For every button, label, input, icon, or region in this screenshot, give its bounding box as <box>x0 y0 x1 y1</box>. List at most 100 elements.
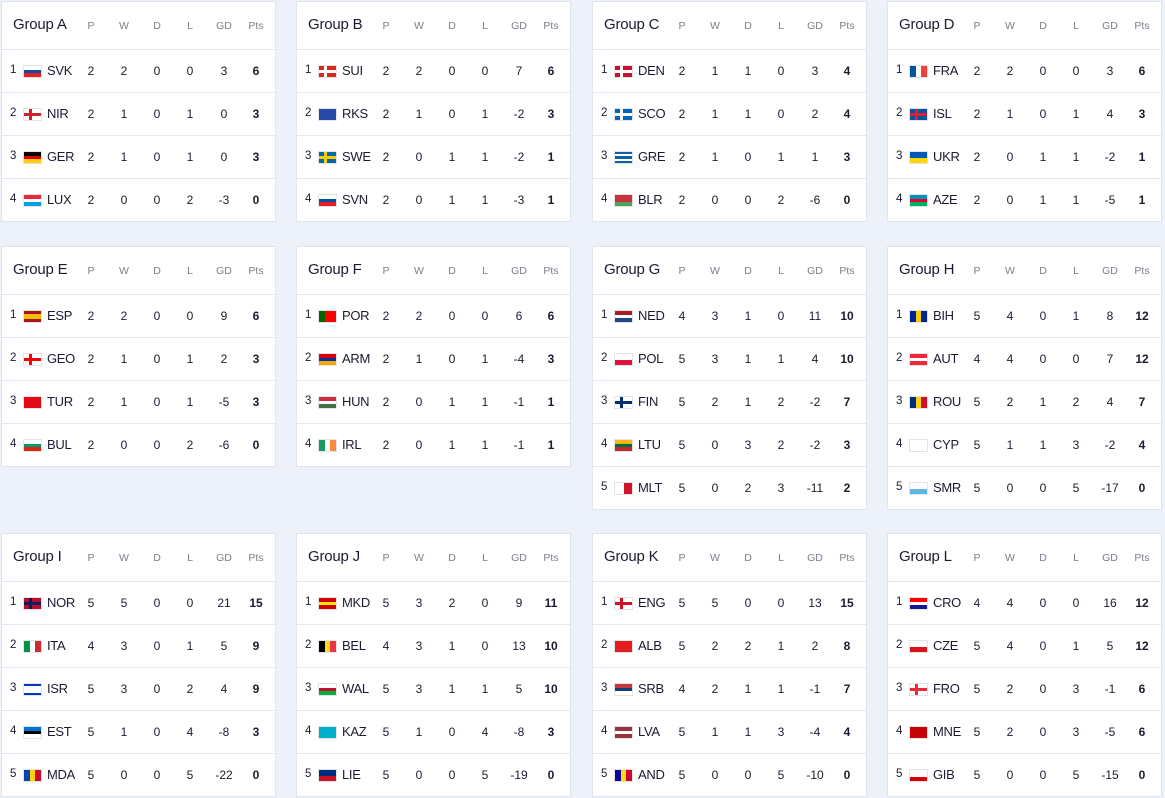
table-row[interactable]: 3 TUR 2 1 0 1 -5 3 <box>2 381 275 424</box>
team-code[interactable]: GER <box>47 149 75 164</box>
table-row[interactable]: 1 DEN 2 1 1 0 3 4 <box>593 50 866 93</box>
table-row[interactable]: 2 BEL 4 3 1 0 13 10 <box>297 625 570 668</box>
team-code[interactable]: HUN <box>342 394 370 409</box>
table-row[interactable]: 3 FRO 5 2 0 3 -1 6 <box>888 668 1161 711</box>
table-row[interactable]: 2 GEO 2 1 0 1 2 3 <box>2 338 275 381</box>
table-row[interactable]: 1 ESP 2 2 0 0 9 6 <box>2 295 275 338</box>
team-code[interactable]: NIR <box>47 106 69 121</box>
team-code[interactable]: MKD <box>342 595 370 610</box>
table-row[interactable]: 5 SMR 5 0 0 5 -17 0 <box>888 467 1161 509</box>
team-code[interactable]: ISR <box>47 681 68 696</box>
team-code[interactable]: ISL <box>933 106 952 121</box>
table-row[interactable]: 4 KAZ 5 1 0 4 -8 3 <box>297 711 570 754</box>
team-code[interactable]: ARM <box>342 351 370 366</box>
table-row[interactable]: 3 ISR 5 3 0 2 4 9 <box>2 668 275 711</box>
team-code[interactable]: CRO <box>933 595 961 610</box>
team-code[interactable]: ROU <box>933 394 961 409</box>
table-row[interactable]: 4 LTU 5 0 3 2 -2 3 <box>593 424 866 467</box>
table-row[interactable]: 4 EST 5 1 0 4 -8 3 <box>2 711 275 754</box>
team-code[interactable]: POR <box>342 308 370 323</box>
team-code[interactable]: SWE <box>342 149 371 164</box>
team-code[interactable]: GRE <box>638 149 666 164</box>
team-code[interactable]: BLR <box>638 192 663 207</box>
team-code[interactable]: LIE <box>342 767 361 782</box>
team-code[interactable]: BUL <box>47 437 72 452</box>
team-code[interactable]: KAZ <box>342 724 367 739</box>
table-row[interactable]: 5 MDA 5 0 0 5 -22 0 <box>2 754 275 796</box>
team-code[interactable]: WAL <box>342 681 369 696</box>
table-row[interactable]: 1 POR 2 2 0 0 6 6 <box>297 295 570 338</box>
table-row[interactable]: 2 RKS 2 1 0 1 -2 3 <box>297 93 570 136</box>
table-row[interactable]: 5 AND 5 0 0 5 -10 0 <box>593 754 866 796</box>
table-row[interactable]: 3 UKR 2 0 1 1 -2 1 <box>888 136 1161 179</box>
team-code[interactable]: NOR <box>47 595 75 610</box>
table-row[interactable]: 2 CZE 5 4 0 1 5 12 <box>888 625 1161 668</box>
table-row[interactable]: 1 SVK 2 2 0 0 3 6 <box>2 50 275 93</box>
team-code[interactable]: SVN <box>342 192 368 207</box>
table-row[interactable]: 3 ROU 5 2 1 2 4 7 <box>888 381 1161 424</box>
table-row[interactable]: 4 BLR 2 0 0 2 -6 0 <box>593 179 866 221</box>
team-code[interactable]: CYP <box>933 437 959 452</box>
table-row[interactable]: 1 NOR 5 5 0 0 21 15 <box>2 582 275 625</box>
team-code[interactable]: FRA <box>933 63 959 78</box>
table-row[interactable]: 2 AUT 4 4 0 0 7 12 <box>888 338 1161 381</box>
table-row[interactable]: 5 MLT 5 0 2 3 -11 2 <box>593 467 866 509</box>
team-code[interactable]: POL <box>638 351 664 366</box>
table-row[interactable]: 4 SVN 2 0 1 1 -3 1 <box>297 179 570 221</box>
team-code[interactable]: MLT <box>638 480 663 495</box>
team-code[interactable]: UKR <box>933 149 960 164</box>
team-code[interactable]: MDA <box>47 767 75 782</box>
table-row[interactable]: 1 NED 4 3 1 0 11 10 <box>593 295 866 338</box>
table-row[interactable]: 2 ITA 4 3 0 1 5 9 <box>2 625 275 668</box>
team-code[interactable]: SVK <box>47 63 73 78</box>
team-code[interactable]: ALB <box>638 638 662 653</box>
table-row[interactable]: 4 LUX 2 0 0 2 -3 0 <box>2 179 275 221</box>
table-row[interactable]: 3 GER 2 1 0 1 0 3 <box>2 136 275 179</box>
team-code[interactable]: EST <box>47 724 72 739</box>
table-row[interactable]: 2 ALB 5 2 2 1 2 8 <box>593 625 866 668</box>
table-row[interactable]: 4 AZE 2 0 1 1 -5 1 <box>888 179 1161 221</box>
team-code[interactable]: BIH <box>933 308 954 323</box>
table-row[interactable]: 1 ENG 5 5 0 0 13 15 <box>593 582 866 625</box>
team-code[interactable]: ESP <box>47 308 73 323</box>
team-code[interactable]: ITA <box>47 638 66 653</box>
team-code[interactable]: LVA <box>638 724 660 739</box>
table-row[interactable]: 4 BUL 2 0 0 2 -6 0 <box>2 424 275 466</box>
team-code[interactable]: AND <box>638 767 665 782</box>
table-row[interactable]: 3 GRE 2 1 0 1 1 3 <box>593 136 866 179</box>
team-code[interactable]: TUR <box>47 394 73 409</box>
team-code[interactable]: GEO <box>47 351 75 366</box>
team-code[interactable]: RKS <box>342 106 368 121</box>
team-code[interactable]: CZE <box>933 638 959 653</box>
table-row[interactable]: 2 POL 5 3 1 1 4 10 <box>593 338 866 381</box>
team-code[interactable]: AZE <box>933 192 958 207</box>
table-row[interactable]: 1 MKD 5 3 2 0 9 11 <box>297 582 570 625</box>
table-row[interactable]: 1 BIH 5 4 0 1 8 12 <box>888 295 1161 338</box>
team-code[interactable]: SRB <box>638 681 664 696</box>
team-code[interactable]: SUI <box>342 63 363 78</box>
table-row[interactable]: 2 NIR 2 1 0 1 0 3 <box>2 93 275 136</box>
table-row[interactable]: 5 LIE 5 0 0 5 -19 0 <box>297 754 570 796</box>
table-row[interactable]: 3 HUN 2 0 1 1 -1 1 <box>297 381 570 424</box>
team-code[interactable]: SCO <box>638 106 666 121</box>
table-row[interactable]: 1 FRA 2 2 0 0 3 6 <box>888 50 1161 93</box>
team-code[interactable]: GIB <box>933 767 955 782</box>
table-row[interactable]: 3 WAL 5 3 1 1 5 10 <box>297 668 570 711</box>
team-code[interactable]: LTU <box>638 437 661 452</box>
team-code[interactable]: ENG <box>638 595 666 610</box>
table-row[interactable]: 4 CYP 5 1 1 3 -2 4 <box>888 424 1161 467</box>
table-row[interactable]: 1 CRO 4 4 0 0 16 12 <box>888 582 1161 625</box>
team-code[interactable]: DEN <box>638 63 665 78</box>
table-row[interactable]: 3 SWE 2 0 1 1 -2 1 <box>297 136 570 179</box>
team-code[interactable]: FIN <box>638 394 659 409</box>
table-row[interactable]: 1 SUI 2 2 0 0 7 6 <box>297 50 570 93</box>
team-code[interactable]: NED <box>638 308 665 323</box>
table-row[interactable]: 4 LVA 5 1 1 3 -4 4 <box>593 711 866 754</box>
table-row[interactable]: 3 FIN 5 2 1 2 -2 7 <box>593 381 866 424</box>
table-row[interactable]: 2 ARM 2 1 0 1 -4 3 <box>297 338 570 381</box>
table-row[interactable]: 5 GIB 5 0 0 5 -15 0 <box>888 754 1161 796</box>
table-row[interactable]: 4 IRL 2 0 1 1 -1 1 <box>297 424 570 466</box>
team-code[interactable]: LUX <box>47 192 72 207</box>
team-code[interactable]: MNE <box>933 724 961 739</box>
table-row[interactable]: 3 SRB 4 2 1 1 -1 7 <box>593 668 866 711</box>
